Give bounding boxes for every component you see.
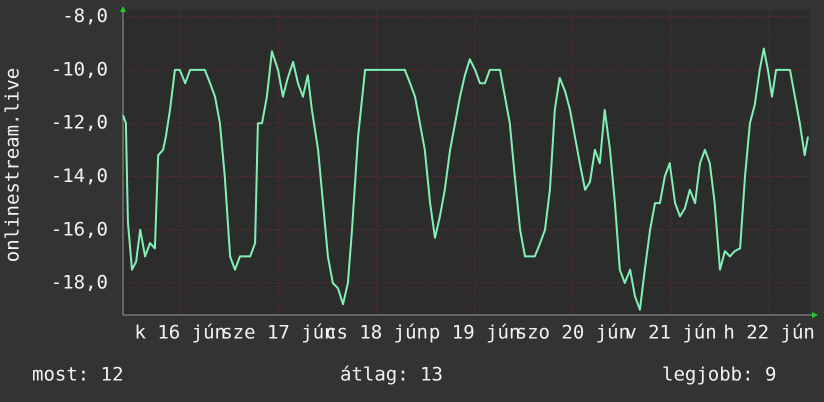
x-tick-label: k 16 jún (134, 322, 226, 344)
y-tick-label: -8,0 (62, 5, 108, 27)
y-tick-label: -14,0 (51, 165, 108, 187)
x-tick-label: sze 17 jún (221, 322, 335, 344)
stat-average: átlag: 13 (340, 364, 443, 386)
plot-area (123, 10, 810, 315)
x-tick-label: szo 20 jún (516, 322, 630, 344)
x-tick-label: cs 18 jún (325, 322, 428, 344)
stat-best: legjobb: 9 (662, 364, 776, 386)
y-tick-label: -16,0 (51, 218, 108, 240)
y-tick-label: -10,0 (51, 58, 108, 80)
y-tick-label: -18,0 (51, 272, 108, 294)
y-axis-label: onlinestream.live (2, 68, 24, 262)
x-tick-label: v 21 jún (625, 322, 717, 344)
line-series (122, 47, 809, 311)
x-tick-label: p 19 jún (429, 322, 521, 344)
y-tick-label: -12,0 (51, 112, 108, 134)
y-axis-arrow (120, 6, 126, 12)
stat-current: most: 12 (32, 364, 124, 386)
x-tick-label: h 22 jún (723, 322, 815, 344)
marks (122, 47, 809, 311)
x-axis-arrow (812, 312, 818, 318)
grid (123, 10, 810, 315)
